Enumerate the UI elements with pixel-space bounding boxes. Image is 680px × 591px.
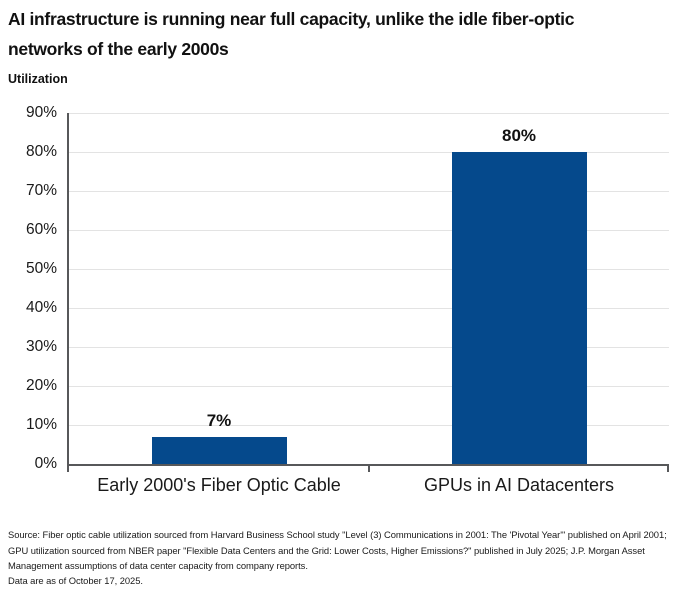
bar-early-2000-s-fiber-optic-cable — [151, 436, 287, 464]
y-tick-label: 10% — [25, 416, 57, 433]
gridline — [69, 308, 669, 309]
x-axis-tick — [667, 466, 669, 472]
data-as-of-note: Data are as of October 17, 2025. — [8, 575, 143, 586]
plot-area: 7% Early 2000's Fiber Optic Cable 80% GPUs … — [67, 113, 669, 495]
x-category-label: Early 2000's Fiber Optic Cable — [97, 475, 341, 495]
x-axis-tick — [67, 466, 69, 472]
y-tick-label: 40% — [25, 299, 57, 316]
y-tick-label: 70% — [25, 182, 57, 199]
chart-title: AI infrastructure is running near full c… — [8, 9, 575, 59]
gridline — [69, 191, 669, 192]
bar-value-label: 7% — [206, 410, 232, 430]
bar-value-label: 80% — [501, 126, 537, 145]
x-axis-tick — [368, 466, 370, 472]
y-tick-label: 50% — [25, 260, 57, 277]
y-tick-label: 80% — [25, 143, 57, 160]
y-tick-label: 60% — [25, 221, 57, 238]
gridline — [69, 113, 669, 114]
gridline — [69, 347, 669, 348]
y-axis-tick-labels: 0% 10% 20% 30% 40% 50% 60% 70% 80% 90% — [0, 104, 57, 472]
gridline — [69, 425, 669, 426]
bar-gpus-in-ai-datacenters — [451, 152, 587, 464]
source-note: Source: Fiber optic cable utilization so… — [8, 529, 667, 572]
x-category-label: GPUs in AI Datacenters — [423, 475, 615, 495]
gridline — [69, 269, 669, 270]
y-tick-label: 20% — [25, 377, 57, 394]
gridline — [69, 230, 669, 231]
y-tick-label: 90% — [25, 104, 57, 121]
gridline — [69, 386, 669, 387]
gridline — [69, 152, 669, 153]
y-axis-title: Utilization — [8, 72, 68, 86]
y-tick-label: 30% — [25, 338, 57, 355]
y-tick-label: 0% — [34, 455, 57, 472]
